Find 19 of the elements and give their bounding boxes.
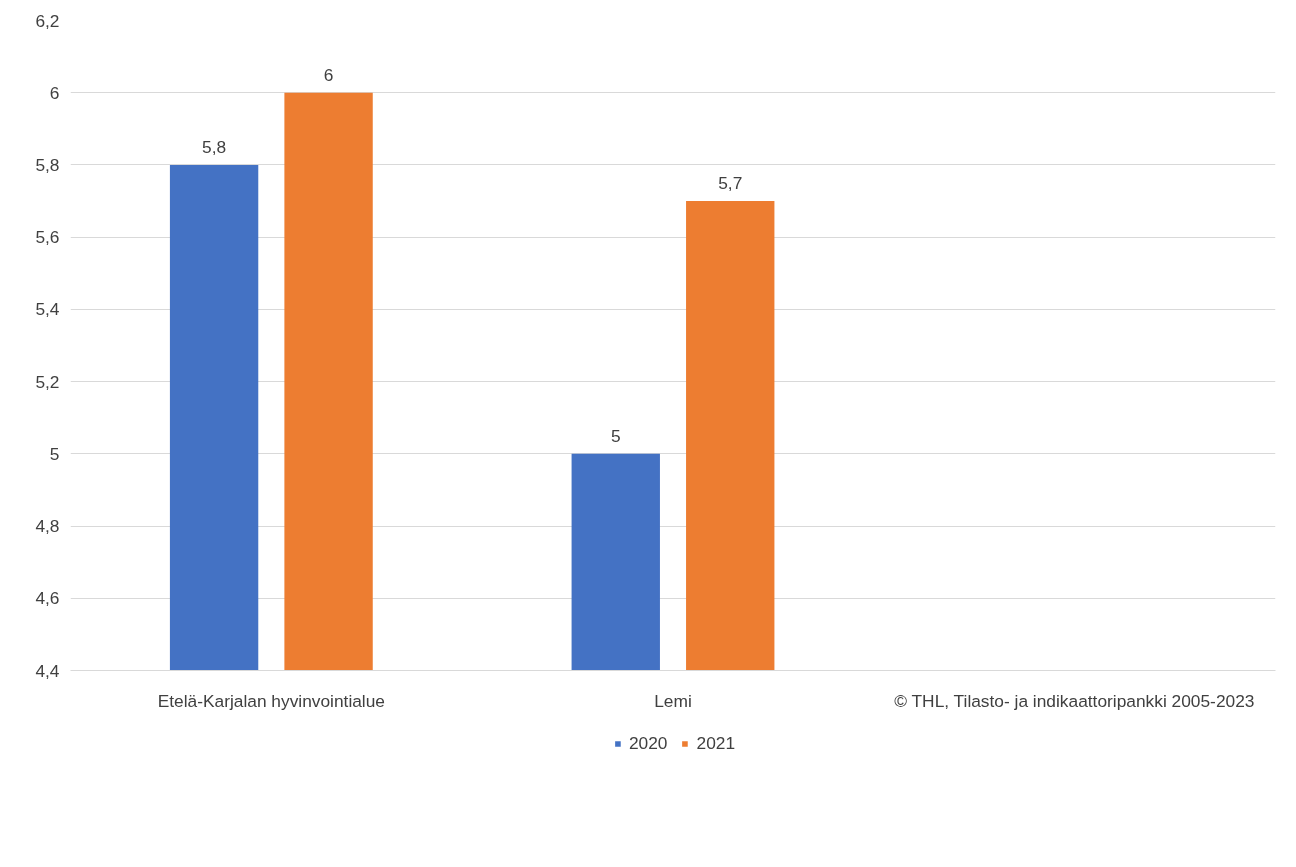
x-tick-label: Etelä-Karjalan hyvinvointialue (157, 690, 385, 711)
y-tick-label: 4,6 (35, 588, 60, 609)
data-label: 5,7 (718, 173, 743, 194)
y-tick-label: 5,4 (35, 299, 60, 320)
y-tick-label: 5,2 (35, 371, 60, 392)
legend-label: 2020 (628, 732, 668, 754)
x-tick-label: Lemi (654, 690, 692, 711)
data-label: 6 (323, 64, 334, 85)
y-tick-label: 4,4 (35, 660, 60, 681)
y-tick-label: 4,8 (35, 516, 60, 537)
data-label: 5 (610, 425, 621, 446)
y-tick-label: 6,2 (35, 10, 60, 31)
y-tick-label: 5,6 (35, 227, 60, 248)
y-tick-label: 5 (49, 443, 60, 464)
text: © THL, Tilasto- ja indikaattoripankki 2005-2023 (894, 690, 1255, 711)
data-label: 5,8 (202, 136, 227, 157)
legend-label: 2021 (696, 732, 736, 754)
y-tick-label: 5,8 (35, 154, 60, 175)
y-tick-label: 6 (49, 82, 60, 103)
